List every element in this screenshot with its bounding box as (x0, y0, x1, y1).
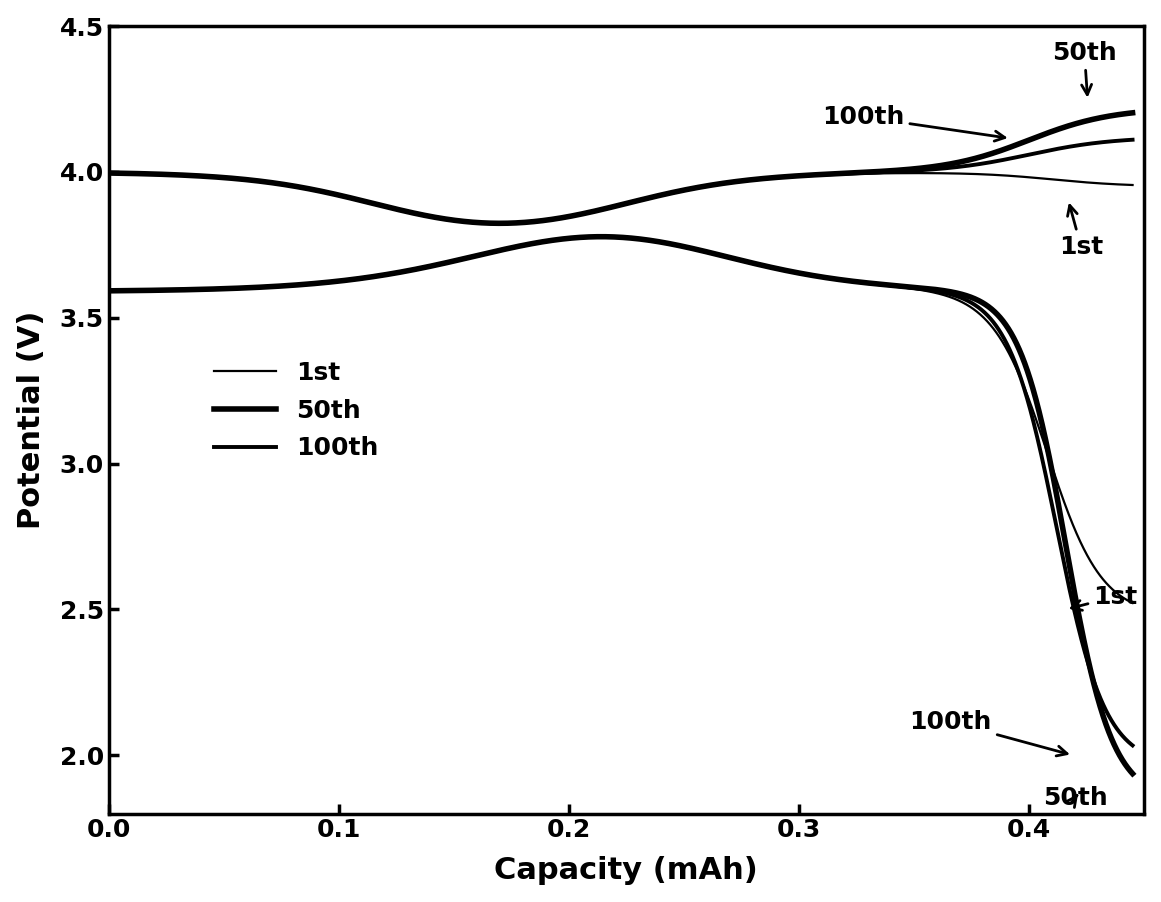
Text: 50th: 50th (1043, 786, 1108, 810)
Text: 1st: 1st (1072, 584, 1138, 611)
Text: 100th: 100th (909, 710, 1067, 756)
X-axis label: Capacity (mAh): Capacity (mAh) (495, 856, 758, 886)
Text: 100th: 100th (822, 105, 1004, 141)
Text: 1st: 1st (1059, 206, 1103, 259)
Y-axis label: Potential (V): Potential (V) (16, 310, 45, 529)
Text: 50th: 50th (1052, 41, 1117, 95)
Legend: 1st, 50th, 100th: 1st, 50th, 100th (204, 351, 389, 470)
